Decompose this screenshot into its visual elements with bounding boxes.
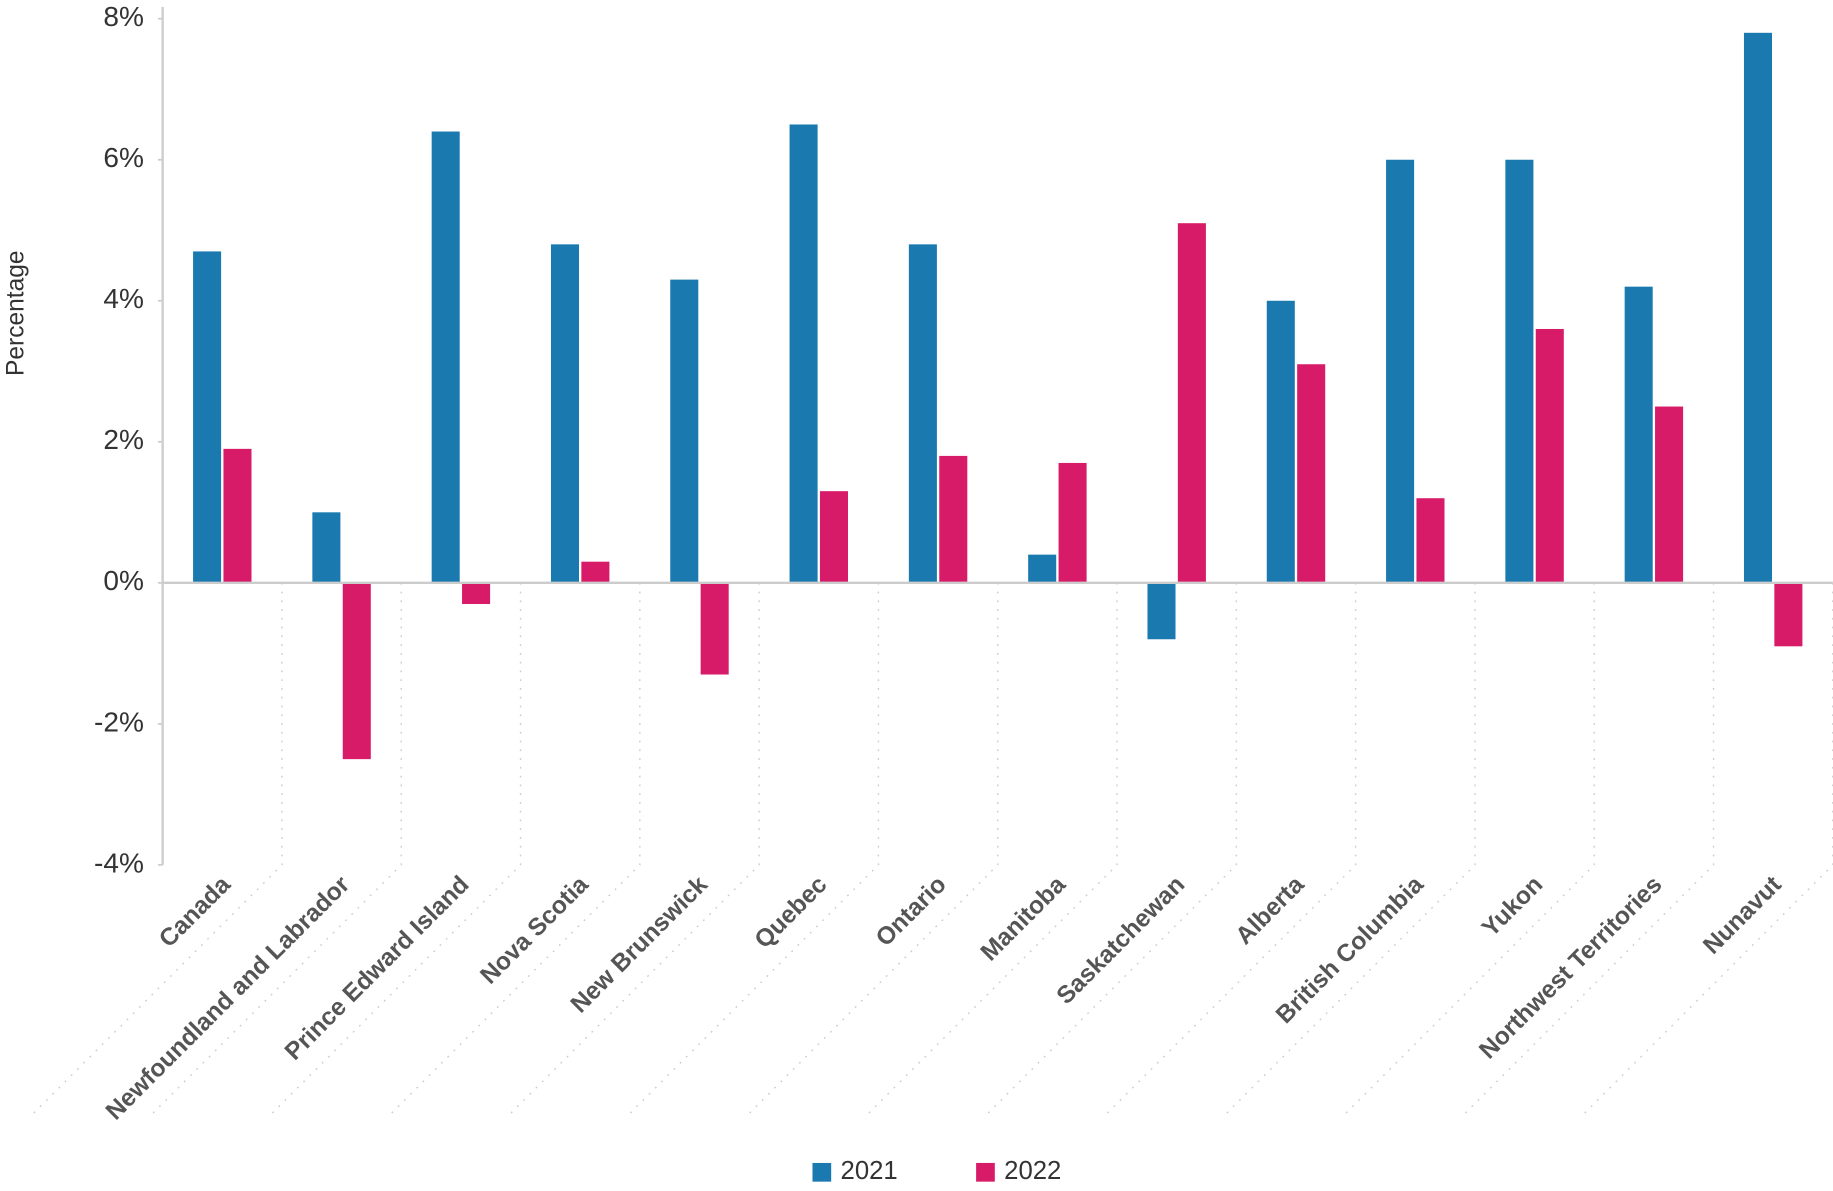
y-tick-label: 0%	[103, 565, 144, 596]
separator	[1461, 582, 1715, 1117]
separator	[626, 582, 880, 1117]
bar	[1297, 364, 1326, 583]
bar	[670, 279, 699, 583]
bar	[342, 582, 371, 760]
legend-label: 2022	[1004, 1157, 1061, 1185]
separator	[1223, 582, 1476, 1117]
separator	[30, 582, 283, 1117]
bar	[1655, 406, 1684, 583]
y-tick-label: 8%	[103, 1, 144, 32]
x-tick-label: Saskatchewan	[1052, 871, 1191, 1010]
x-tick-label: Newfoundland and Labrador	[101, 871, 356, 1126]
legend-label: 2021	[841, 1157, 898, 1185]
legend-swatch	[812, 1162, 832, 1182]
bar	[908, 244, 937, 583]
bar	[581, 561, 610, 583]
separator	[507, 582, 760, 1117]
bar	[1266, 300, 1295, 583]
y-tick-label: 4%	[103, 283, 144, 314]
separator	[268, 582, 522, 1117]
bar	[550, 244, 580, 583]
y-tick-label: -2%	[94, 706, 144, 737]
separator	[149, 582, 402, 1117]
bar	[1416, 498, 1445, 583]
separator	[1581, 582, 1833, 1117]
bar	[1624, 286, 1653, 583]
x-tick-label: Canada	[154, 871, 236, 953]
x-tick-label: Ontario	[871, 871, 952, 952]
x-tick-label: Nunavut	[1698, 871, 1786, 959]
bar	[1177, 223, 1206, 583]
bar	[223, 448, 252, 583]
x-tick-label: Yukon	[1477, 871, 1548, 942]
separator	[745, 582, 999, 1117]
x-tick-label: Nova Scotia	[475, 871, 594, 990]
bar	[1147, 582, 1176, 640]
bar	[819, 491, 849, 583]
bar	[1535, 328, 1564, 583]
bar	[1058, 462, 1087, 583]
y-tick-label: 2%	[103, 424, 144, 455]
x-tick-label: Quebec	[750, 871, 833, 954]
y-tick-label: -4%	[94, 847, 144, 878]
separator	[984, 582, 1238, 1117]
bar	[462, 582, 491, 604]
bar	[939, 455, 968, 583]
separator	[1342, 582, 1595, 1117]
bar	[312, 512, 341, 583]
bar	[1505, 159, 1534, 583]
y-axis-label: Percentage	[3, 250, 30, 375]
bar	[789, 124, 818, 583]
separator	[865, 582, 1118, 1117]
bar	[193, 251, 222, 583]
bar	[1774, 582, 1803, 647]
bar	[1028, 554, 1057, 583]
bar	[1743, 32, 1773, 583]
y-tick-label: 6%	[103, 142, 144, 173]
separator	[388, 582, 641, 1117]
bar	[1386, 159, 1415, 583]
separator	[1103, 582, 1357, 1117]
bar	[431, 131, 460, 583]
bar	[700, 582, 729, 675]
x-tick-label: Alberta	[1231, 871, 1310, 950]
x-tick-label: Manitoba	[976, 871, 1071, 966]
legend-swatch	[976, 1162, 995, 1182]
